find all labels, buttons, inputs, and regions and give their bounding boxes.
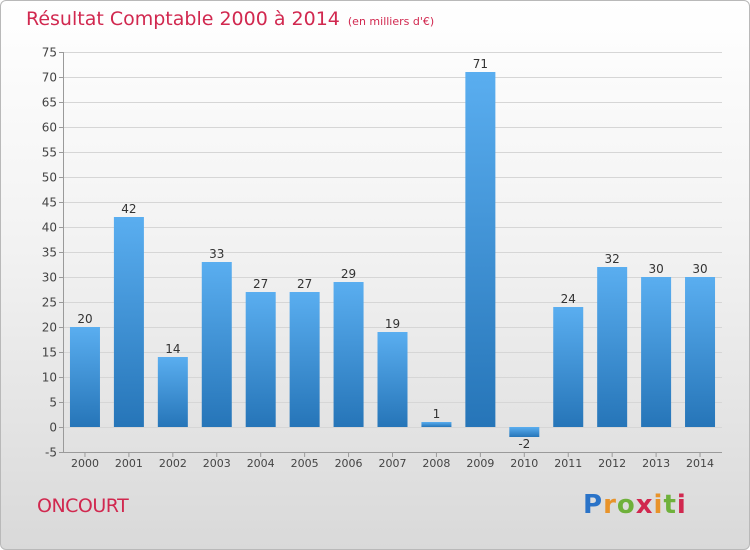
x-tick-label: 2007 xyxy=(379,457,407,470)
y-tick-label: -5 xyxy=(45,446,57,460)
data-label: 33 xyxy=(209,247,224,261)
logo-letter: t xyxy=(663,490,677,520)
chart-title-text: Résultat Comptable 2000 à 2014 xyxy=(26,8,340,30)
x-tick-label: 2014 xyxy=(686,457,714,470)
logo-letter: P xyxy=(583,490,604,520)
labels: -5 0 5 10 15 20 25 30 35 40 45 50 55 60 65 70 75 20 2000 42… xyxy=(42,46,714,471)
proxiti-logo[interactable]: Proxiti xyxy=(583,490,687,520)
data-label: 30 xyxy=(692,262,707,276)
data-label: 27 xyxy=(253,277,268,291)
logo-letter: i xyxy=(653,490,664,520)
logo-letter: x xyxy=(635,490,654,520)
data-label: 1 xyxy=(433,407,441,421)
x-tick-label: 2006 xyxy=(335,457,363,470)
logo-letter: r xyxy=(603,490,617,520)
data-label: 71 xyxy=(473,57,488,71)
bar xyxy=(377,332,408,427)
data-label: 42 xyxy=(121,202,136,216)
x-tick-label: 2011 xyxy=(554,457,582,470)
data-label: 27 xyxy=(297,277,312,291)
y-tick-label: 35 xyxy=(42,246,57,260)
data-label: 30 xyxy=(648,262,663,276)
y-tick-label: 60 xyxy=(42,121,57,135)
y-tick-label: 15 xyxy=(42,346,57,360)
bar xyxy=(641,277,672,427)
x-tick-label: 2002 xyxy=(159,457,187,470)
y-tick-label: 70 xyxy=(42,71,57,85)
x-tick-label: 2012 xyxy=(598,457,626,470)
y-tick-label: 40 xyxy=(42,221,57,235)
bar xyxy=(333,282,364,427)
bar xyxy=(245,292,276,427)
data-label: 32 xyxy=(605,252,620,266)
y-tick-label: 65 xyxy=(42,96,57,110)
x-tick-label: 2013 xyxy=(642,457,670,470)
x-tick-label: 2005 xyxy=(291,457,319,470)
x-tick-label: 2001 xyxy=(115,457,143,470)
y-tick-label: 0 xyxy=(49,421,57,435)
data-label: 19 xyxy=(385,317,400,331)
x-tick-label: 2003 xyxy=(203,457,231,470)
bar xyxy=(69,327,100,427)
y-tick-label: 10 xyxy=(42,371,57,385)
data-label: 29 xyxy=(341,267,356,281)
town-name: ONCOURT xyxy=(37,495,129,517)
bar xyxy=(201,262,232,427)
bars xyxy=(69,72,716,437)
bar xyxy=(421,422,452,427)
y-tick-label: 30 xyxy=(42,271,57,285)
logo-letter: i xyxy=(676,490,687,520)
y-tick-label: 75 xyxy=(42,46,57,60)
axes xyxy=(59,52,722,457)
data-label: 14 xyxy=(165,342,180,356)
y-tick-label: 20 xyxy=(42,321,57,335)
data-label: 20 xyxy=(77,312,92,326)
chart-title: Résultat Comptable 2000 à 2014 (en millie… xyxy=(26,8,434,30)
y-tick-label: 25 xyxy=(42,296,57,310)
bar xyxy=(509,427,540,437)
logo-letter: o xyxy=(616,490,636,520)
chart-unit-text: (en milliers d'€) xyxy=(347,15,435,28)
data-label: -2 xyxy=(518,437,530,451)
y-tick-label: 50 xyxy=(42,171,57,185)
x-tick-label: 2000 xyxy=(71,457,99,470)
bar xyxy=(597,267,628,427)
bar xyxy=(113,217,144,427)
bar xyxy=(157,357,188,427)
bar xyxy=(289,292,320,427)
y-tick-label: 5 xyxy=(49,396,57,410)
x-tick-label: 2009 xyxy=(466,457,494,470)
y-tick-label: 55 xyxy=(42,146,57,160)
x-tick-label: 2004 xyxy=(247,457,275,470)
bar xyxy=(685,277,716,427)
bar xyxy=(465,72,496,427)
bar xyxy=(553,307,584,427)
x-tick-label: 2010 xyxy=(510,457,538,470)
data-label: 24 xyxy=(561,292,576,306)
x-tick-label: 2008 xyxy=(422,457,450,470)
y-tick-label: 45 xyxy=(42,196,57,210)
